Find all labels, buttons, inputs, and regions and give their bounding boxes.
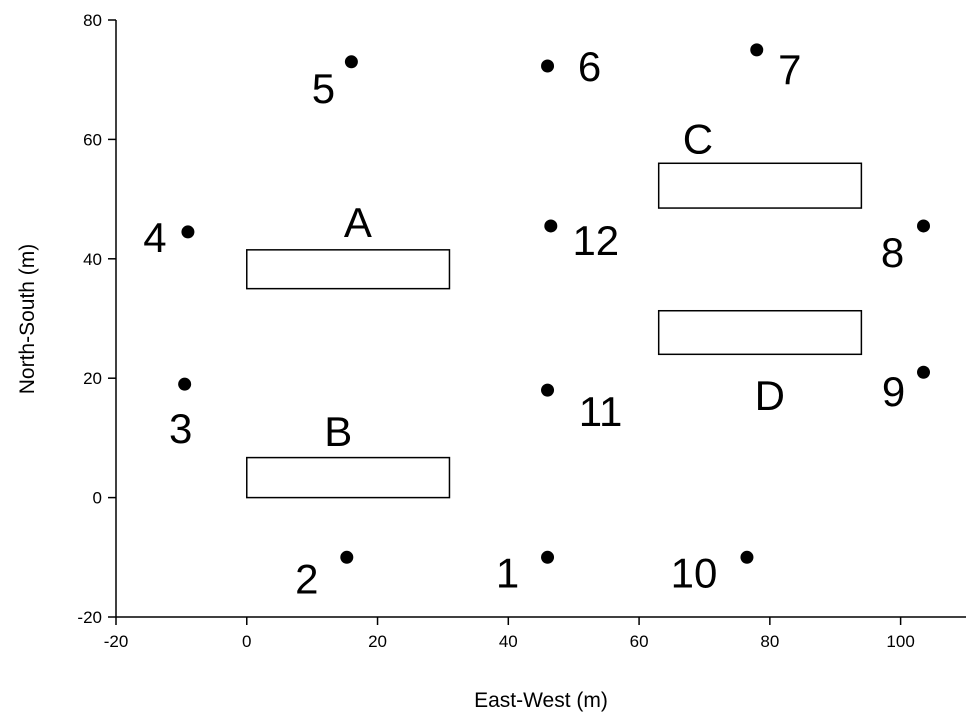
data-point-1 [541,550,555,564]
rect-label-d: D [755,372,785,419]
x-tick-label: 0 [242,632,251,651]
y-tick-label: -20 [77,608,102,627]
y-tick-label: 40 [83,250,102,269]
point-label-3: 3 [169,405,192,452]
point-label-7: 7 [778,46,801,93]
x-tick-label: 40 [499,632,518,651]
point-label-11: 11 [579,388,623,435]
data-point-11 [541,383,555,397]
point-label-5: 5 [312,65,335,112]
y-tick-label: 60 [83,130,102,149]
point-label-12: 12 [572,217,619,264]
rect-d [657,309,863,356]
x-tick-label: 60 [630,632,649,651]
data-point-3 [178,377,192,391]
building-rectangles: A B C D [246,115,863,499]
x-tick-label: 20 [368,632,387,651]
rect-c [657,162,863,209]
data-point-9 [917,365,930,379]
rect-label-b: B [324,408,352,455]
rect-label-a: A [344,199,372,246]
point-label-8: 8 [881,229,904,276]
y-axis-label: North-South (m) [16,244,39,395]
rect-label-c: C [683,115,713,162]
point-label-2: 2 [295,555,318,602]
x-axis-label: East-West (m) [474,689,608,712]
x-tick-label: 100 [886,632,914,651]
data-point-2 [340,550,354,564]
data-point-5 [344,55,358,69]
data-point-8 [917,219,930,233]
point-label-1: 1 [496,549,519,596]
rect-a [246,249,451,290]
point-label-4: 4 [143,214,166,261]
axes: -20 0 20 40 60 80 100 -20 0 20 40 60 80 [77,11,966,651]
data-point-12 [544,219,558,233]
x-tick-label: 80 [760,632,779,651]
x-tick-label: -20 [104,632,129,651]
point-label-9: 9 [882,368,905,415]
data-point-6 [541,59,555,73]
data-point-10 [740,550,754,564]
rect-b [246,456,451,499]
y-tick-label: 0 [93,489,102,508]
point-label-10: 10 [671,549,718,596]
y-tick-label: 80 [83,11,102,30]
data-point-7 [750,43,764,57]
point-label-6: 6 [578,43,601,90]
y-tick-label: 20 [83,369,102,388]
data-point-4 [181,225,195,239]
